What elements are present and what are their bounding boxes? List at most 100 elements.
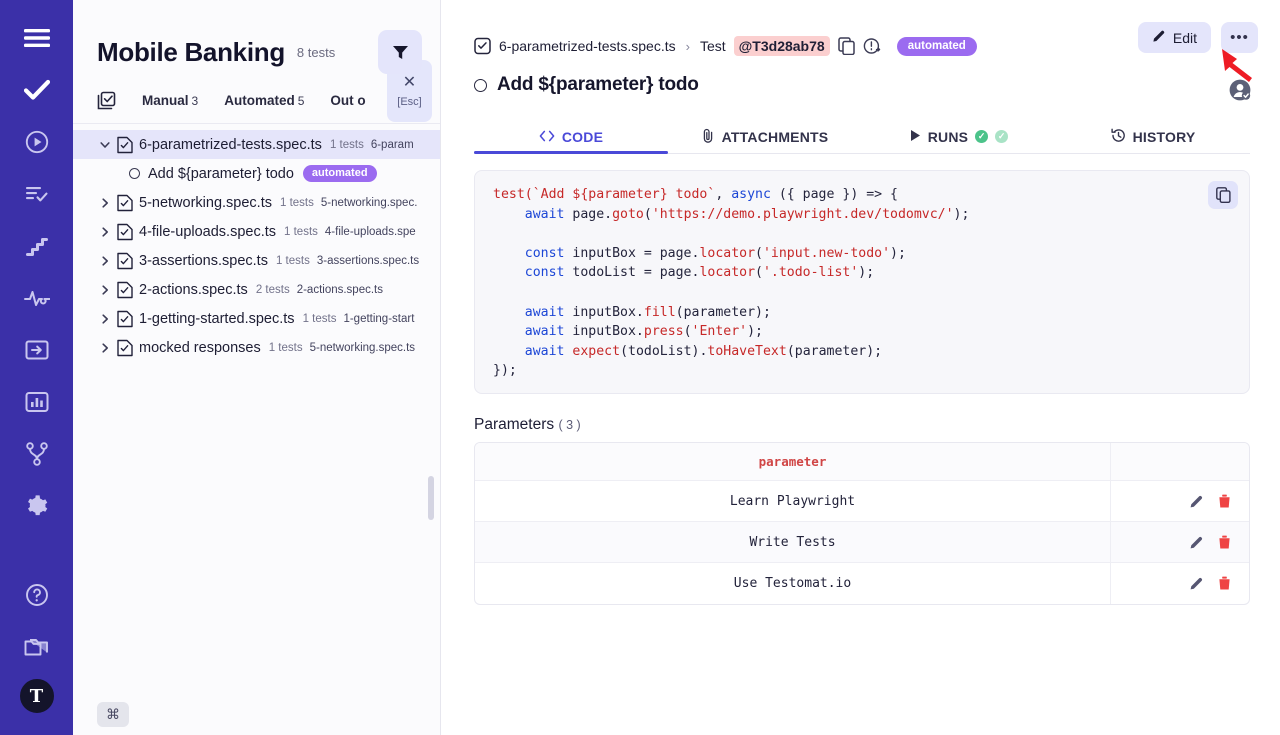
login-box-icon[interactable]	[17, 330, 57, 370]
tree-row-path: 4-file-uploads.spe	[324, 225, 416, 238]
tree-test-name: Add ${parameter} todo	[148, 165, 294, 182]
chevron-right-icon[interactable]	[99, 226, 117, 238]
tree-row-name: 1-getting-started.spec.ts	[139, 310, 295, 327]
tree-row-path: 3-assertions.spec.ts	[316, 254, 420, 267]
test-hash-id[interactable]: @T3d28ab78	[733, 36, 830, 56]
table-row[interactable]: Write Tests	[475, 522, 1249, 563]
help-circle-icon[interactable]	[17, 575, 57, 615]
test-detail-panel: 6-parametrized-tests.spec.ts › Test @T3d…	[441, 0, 1280, 735]
code-block: test(`Add ${parameter} todo`, async ({ p…	[474, 170, 1250, 394]
tab-out-of[interactable]: Out o	[330, 93, 365, 108]
tree-row-file[interactable]: 6-parametrized-tests.spec.ts 1 tests 6-p…	[73, 130, 440, 159]
tree-row-file[interactable]: 5-networking.spec.ts 1 tests 5-networkin…	[73, 188, 440, 217]
tab-out-of-label: Out o	[330, 93, 366, 108]
bar-chart-icon[interactable]	[17, 382, 57, 422]
file-check-icon	[117, 194, 139, 212]
chevron-right-icon[interactable]	[99, 255, 117, 267]
stairs-icon[interactable]	[17, 226, 57, 266]
tab-attachments[interactable]: ATTACHMENTS	[668, 120, 862, 153]
tab-runs[interactable]: RUNS ✓ ✓	[862, 120, 1056, 153]
file-check-icon	[117, 252, 139, 270]
left-nav-rail: T	[0, 0, 73, 735]
trash-icon[interactable]	[1218, 494, 1231, 509]
menu-icon[interactable]	[17, 18, 57, 58]
breadcrumb: 6-parametrized-tests.spec.ts › Test @T3d…	[441, 0, 1280, 62]
tree-row-test[interactable]: Add ${parameter} todo automated	[73, 159, 440, 188]
tab-manual[interactable]: Manual 3	[142, 93, 198, 108]
more-options-button[interactable]: •••	[1221, 22, 1258, 53]
table-row[interactable]: Use Testomat.io	[475, 563, 1249, 604]
app-logo[interactable]: T	[19, 679, 54, 713]
edit-button-label: Edit	[1172, 29, 1197, 46]
run-status-pass-icon: ✓	[975, 130, 989, 143]
parameter-value: Learn Playwright	[475, 481, 1111, 521]
select-all-icon[interactable]	[97, 91, 116, 110]
copy-icon[interactable]	[837, 37, 855, 55]
tab-automated-label: Automated	[224, 93, 295, 108]
filter-button[interactable]	[378, 30, 422, 74]
folder-icon[interactable]	[17, 627, 57, 667]
gear-icon[interactable]	[17, 486, 57, 526]
parameters-table: parameter Learn Playwright Write Tests U…	[474, 442, 1250, 605]
tree-row-file[interactable]: 4-file-uploads.spec.ts 1 tests 4-file-up…	[73, 217, 440, 246]
file-check-icon	[117, 136, 139, 154]
checkmark-icon[interactable]	[17, 70, 57, 110]
pencil-icon[interactable]	[1189, 535, 1204, 550]
tree-row-file[interactable]: 2-actions.spec.ts 2 tests 2-actions.spec…	[73, 275, 440, 304]
branch-icon[interactable]	[17, 434, 57, 474]
tree-row-file[interactable]: mocked responses 1 tests 5-networking.sp…	[73, 333, 440, 362]
row-actions	[1111, 494, 1249, 509]
tree-row-tests: 1 tests	[329, 138, 364, 151]
list-header: Mobile Banking 8 tests	[73, 0, 440, 78]
copy-code-button[interactable]	[1208, 181, 1238, 209]
tree-row-path: 5-networking.spec.	[320, 196, 418, 209]
test-list-panel: Mobile Banking 8 tests Manual 3 Automated…	[73, 0, 441, 735]
list-scrollbar-thumb[interactable]	[428, 476, 434, 520]
assignee-avatar[interactable]	[1228, 78, 1252, 102]
close-icon[interactable]: ✕	[402, 73, 417, 91]
trash-icon[interactable]	[1218, 535, 1231, 550]
paperclip-icon	[702, 128, 715, 146]
project-title: Mobile Banking	[97, 36, 285, 67]
tab-code[interactable]: CODE	[474, 120, 668, 154]
command-key-badge[interactable]: ⌘	[97, 702, 129, 727]
row-actions	[1111, 576, 1249, 591]
pencil-icon[interactable]	[1189, 576, 1204, 591]
parameters-heading-label: Parameters	[474, 416, 555, 433]
tree-row-path: 2-actions.spec.ts	[296, 283, 383, 296]
table-row[interactable]: Learn Playwright	[475, 481, 1249, 522]
test-tree: 6-parametrized-tests.spec.ts 1 tests 6-p…	[73, 124, 440, 735]
row-actions	[1111, 535, 1249, 550]
tree-row-file[interactable]: 3-assertions.spec.ts 1 tests 3-assertion…	[73, 246, 440, 275]
file-check-icon	[117, 310, 139, 328]
pencil-icon[interactable]	[1189, 494, 1204, 509]
chevron-right-icon[interactable]	[99, 284, 117, 296]
tree-row-name: 2-actions.spec.ts	[139, 281, 248, 298]
trash-icon[interactable]	[1218, 576, 1231, 591]
tree-row-path: 1-getting-start	[343, 312, 415, 325]
file-check-icon	[117, 281, 139, 299]
tab-automated[interactable]: Automated 5	[224, 93, 304, 108]
tab-history[interactable]: HISTORY	[1056, 120, 1250, 153]
tree-row-name: 6-parametrized-tests.spec.ts	[139, 136, 322, 153]
project-tests-count: 8 tests	[296, 44, 336, 60]
parameters-count: ( 3 )	[558, 418, 581, 432]
breadcrumb-file[interactable]: 6-parametrized-tests.spec.ts	[499, 38, 676, 54]
chevron-right-icon[interactable]	[99, 313, 117, 325]
play-circle-icon[interactable]	[17, 122, 57, 162]
chevron-right-icon[interactable]	[99, 342, 117, 354]
page-title: Add ${parameter} todo	[497, 74, 699, 95]
tree-row-name: mocked responses	[139, 339, 261, 356]
edit-button[interactable]: Edit	[1137, 22, 1211, 53]
pulse-icon[interactable]	[17, 278, 57, 318]
file-check-icon	[117, 223, 139, 241]
history-clock-icon[interactable]	[863, 37, 881, 55]
tab-automated-count: 5	[297, 94, 305, 108]
list-check-icon[interactable]	[17, 174, 57, 214]
tab-manual-count: 3	[191, 94, 199, 108]
tree-row-file[interactable]: 1-getting-started.spec.ts 1 tests 1-gett…	[73, 304, 440, 333]
chevron-right-icon[interactable]	[99, 197, 117, 209]
chevron-down-icon[interactable]	[99, 139, 117, 151]
file-check-icon	[474, 37, 491, 55]
file-check-icon	[117, 339, 139, 357]
